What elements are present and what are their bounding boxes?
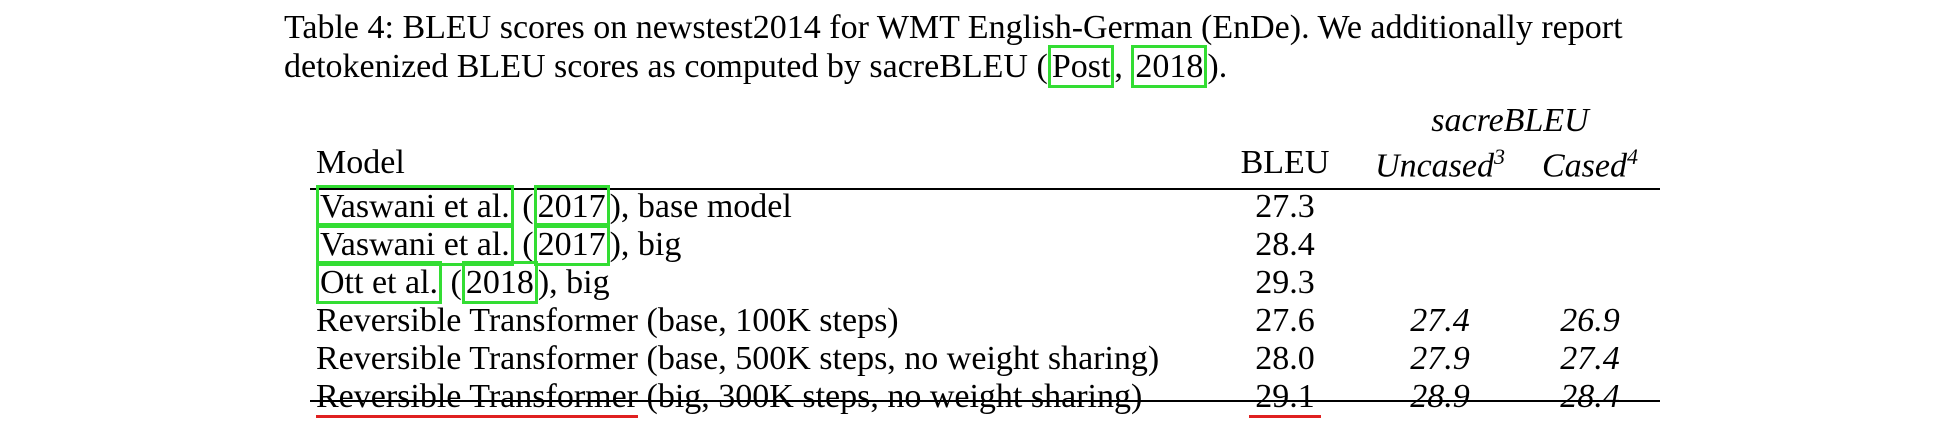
cased-cell: 26.9 xyxy=(1560,302,1620,339)
table-row: Reversible Transformer (base, 100K steps… xyxy=(310,302,1660,340)
table-row: Reversible Transformer (big, 300K steps,… xyxy=(310,378,1660,418)
sacrebleu-group-header: sacreBLEU xyxy=(1431,102,1589,139)
header-bleu: BLEU xyxy=(1240,144,1330,181)
bleu-cell: 27.3 xyxy=(1255,188,1315,225)
model-name: Reversible Transformer xyxy=(316,340,639,377)
caption-text-end: ). xyxy=(1207,48,1228,85)
bleu-cell: 29.1 xyxy=(1215,378,1355,418)
cased-cell: 27.4 xyxy=(1560,340,1620,377)
caption-line-1: Table 4: BLEU scores on newstest2014 for… xyxy=(284,8,1784,47)
table-row: Vaswani et al. (2017), base model 27.3 xyxy=(310,185,1660,228)
model-suffix: ), big xyxy=(609,226,682,263)
citation-link-year[interactable]: 2017 xyxy=(533,185,610,228)
caption-text-2: detokenized BLEU scores as computed by s… xyxy=(284,48,1048,85)
model-cell: Vaswani et al. (2017), base model xyxy=(316,185,792,228)
citation-link-author[interactable]: Vaswani et al. xyxy=(316,223,514,266)
model-suffix: ), big xyxy=(537,264,610,301)
table-caption: Table 4: BLEU scores on newstest2014 for… xyxy=(284,8,1784,88)
caption-line-2: detokenized BLEU scores as computed by s… xyxy=(284,45,1784,88)
bleu-cell: 29.3 xyxy=(1255,264,1315,301)
caption-text-1: Table 4: BLEU scores on newstest2014 for… xyxy=(284,9,1623,46)
model-name: Reversible Transformer xyxy=(316,302,639,339)
header-cased: Cased4 xyxy=(1515,144,1665,185)
citation-link-year[interactable]: 2017 xyxy=(533,223,610,266)
model-cell: Reversible Transformer (base, 100K steps… xyxy=(316,302,899,340)
model-cell: Reversible Transformer (big, 300K steps,… xyxy=(316,378,1143,418)
citation-link-author[interactable]: Vaswani et al. xyxy=(316,185,514,228)
header-model: Model xyxy=(316,144,405,181)
citation-link-author[interactable]: Ott et al. xyxy=(316,261,443,304)
cased-cell: 28.4 xyxy=(1560,378,1620,415)
model-suffix: ), base model xyxy=(609,188,792,225)
citation-open: ( xyxy=(513,188,534,225)
model-name-highlighted: Reversible Transformer xyxy=(316,378,639,418)
model-config: (big, 300K steps, no weight sharing) xyxy=(638,378,1143,415)
model-config: (base, 100K steps) xyxy=(638,302,899,339)
citation-link-year[interactable]: 2018 xyxy=(461,261,538,304)
header-uncased: Uncased3 xyxy=(1350,144,1530,185)
model-config: (base, 500K steps, no weight sharing) xyxy=(638,340,1160,377)
header-cased-footnote: 4 xyxy=(1627,144,1638,169)
uncased-cell: 27.4 xyxy=(1410,302,1470,339)
header-cased-label: Cased xyxy=(1542,147,1627,185)
bleu-cell: 27.6 xyxy=(1255,302,1315,339)
bleu-value-highlighted: 29.1 xyxy=(1249,378,1321,418)
header-rule xyxy=(310,188,1660,190)
uncased-cell: 28.9 xyxy=(1410,378,1470,415)
bleu-cell: 28.0 xyxy=(1255,340,1315,377)
uncased-cell: 27.9 xyxy=(1410,340,1470,377)
table-row: Ott et al. (2018), big 29.3 xyxy=(310,261,1660,304)
citation-link-post-year[interactable]: 2018 xyxy=(1131,45,1208,88)
section-rule xyxy=(310,400,1660,402)
citation-separator: , xyxy=(1114,48,1132,85)
model-cell: Vaswani et al. (2017), big xyxy=(316,223,682,266)
citation-open: ( xyxy=(513,226,534,263)
model-cell: Reversible Transformer (base, 500K steps… xyxy=(316,340,1159,378)
model-cell: Ott et al. (2018), big xyxy=(316,261,610,304)
table-row: Reversible Transformer (base, 500K steps… xyxy=(310,340,1660,378)
citation-link-post[interactable]: Post xyxy=(1047,45,1115,88)
table-header-row: Model BLEU Uncased3 Cased4 xyxy=(310,144,1660,184)
table-row: Vaswani et al. (2017), big 28.4 xyxy=(310,223,1660,266)
citation-open: ( xyxy=(442,264,462,301)
header-uncased-label: Uncased xyxy=(1375,147,1494,185)
header-uncased-footnote: 3 xyxy=(1493,144,1505,169)
bleu-cell: 28.4 xyxy=(1255,226,1315,263)
